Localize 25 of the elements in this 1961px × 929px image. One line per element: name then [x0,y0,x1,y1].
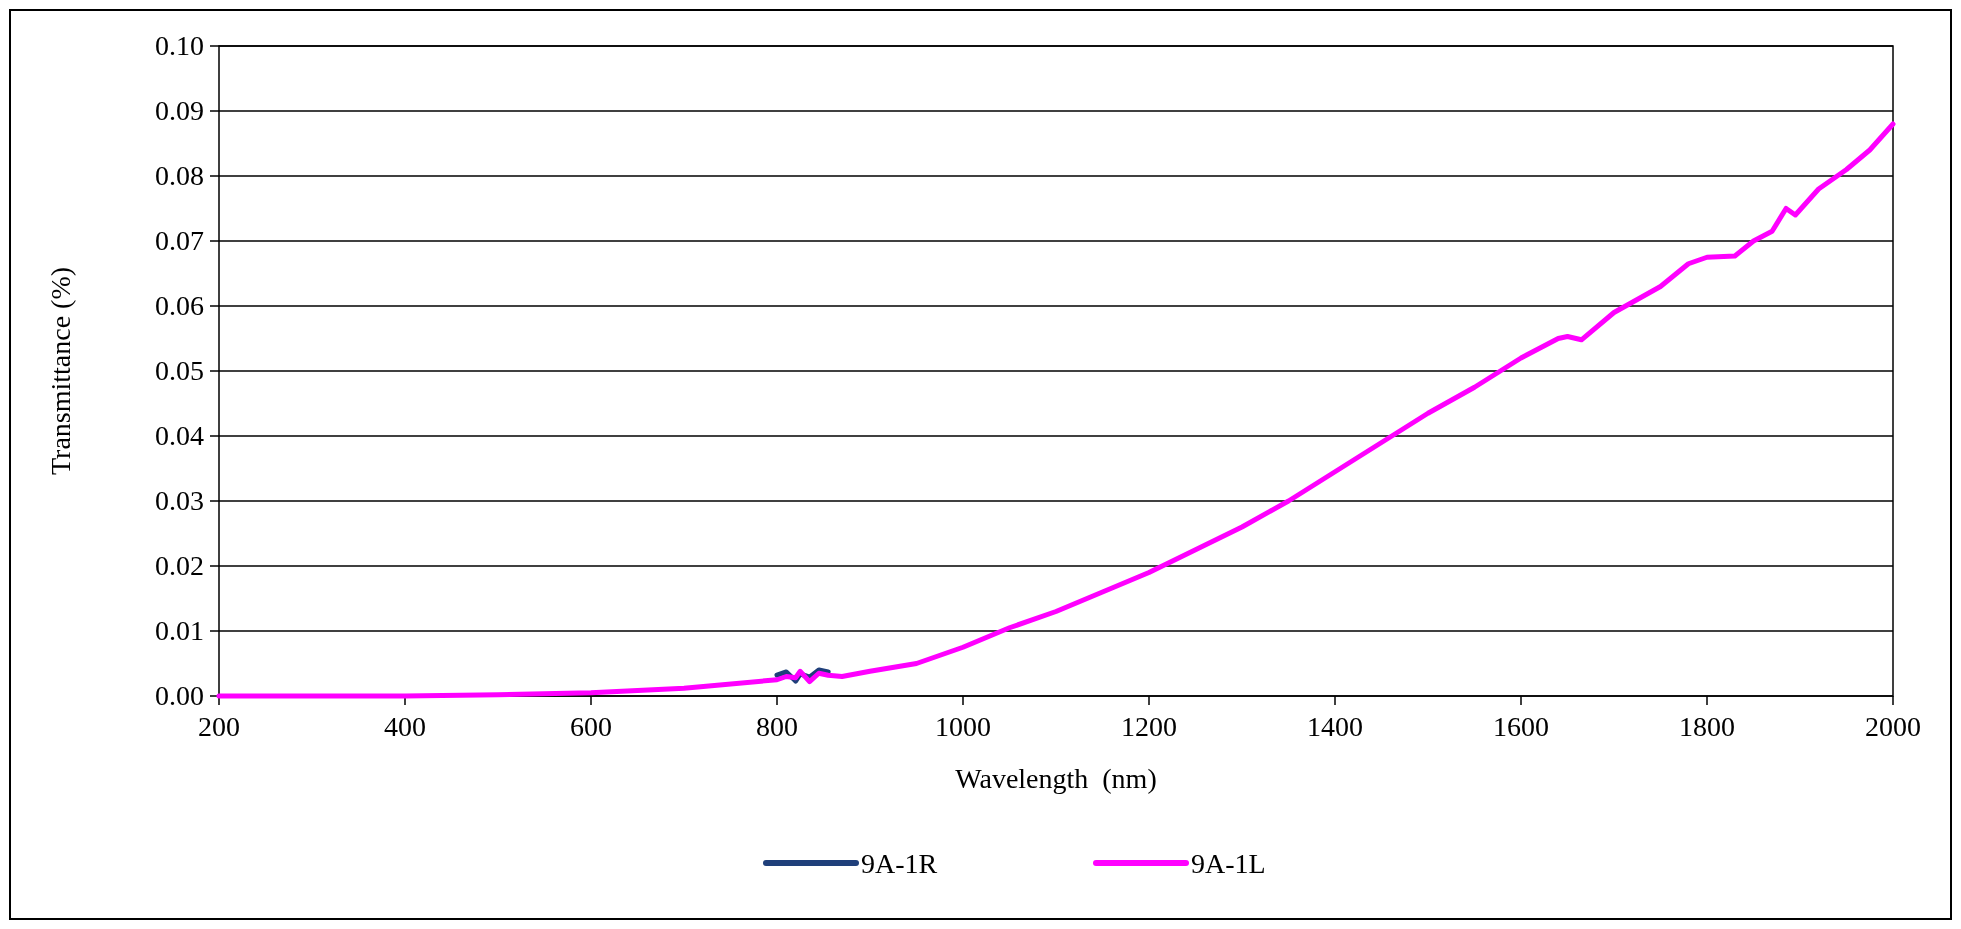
y-tick-label: 0.06 [155,290,204,321]
y-tick-label: 0.01 [155,615,204,646]
x-tick-label: 1000 [935,711,991,742]
y-tick-label: 0.08 [155,160,204,191]
y-tick-label: 0.10 [155,30,204,61]
x-tick-label: 200 [198,711,240,742]
y-tick-label: 0.09 [155,95,204,126]
x-tick-label: 600 [570,711,612,742]
x-tick-label: 1200 [1121,711,1177,742]
x-tick-label: 1400 [1307,711,1363,742]
legend-label: 9A-1R [861,848,938,879]
y-tick-label: 0.03 [155,485,204,516]
y-tick-label: 0.07 [155,225,204,256]
y-tick-label: 0.02 [155,550,204,581]
x-tick-label: 1800 [1679,711,1735,742]
x-tick-label: 1600 [1493,711,1549,742]
y-axis-title: Transmittance (%) [45,266,76,476]
y-tick-label: 0.04 [155,420,204,451]
x-tick-label: 800 [756,711,798,742]
legend-label: 9A-1L [1191,848,1266,879]
x-axis-title: Wavelength (nm) [955,763,1157,794]
x-tick-label: 2000 [1865,711,1921,742]
y-tick-label: 0.00 [155,680,204,711]
x-tick-label: 400 [384,711,426,742]
y-tick-label: 0.05 [155,355,204,386]
